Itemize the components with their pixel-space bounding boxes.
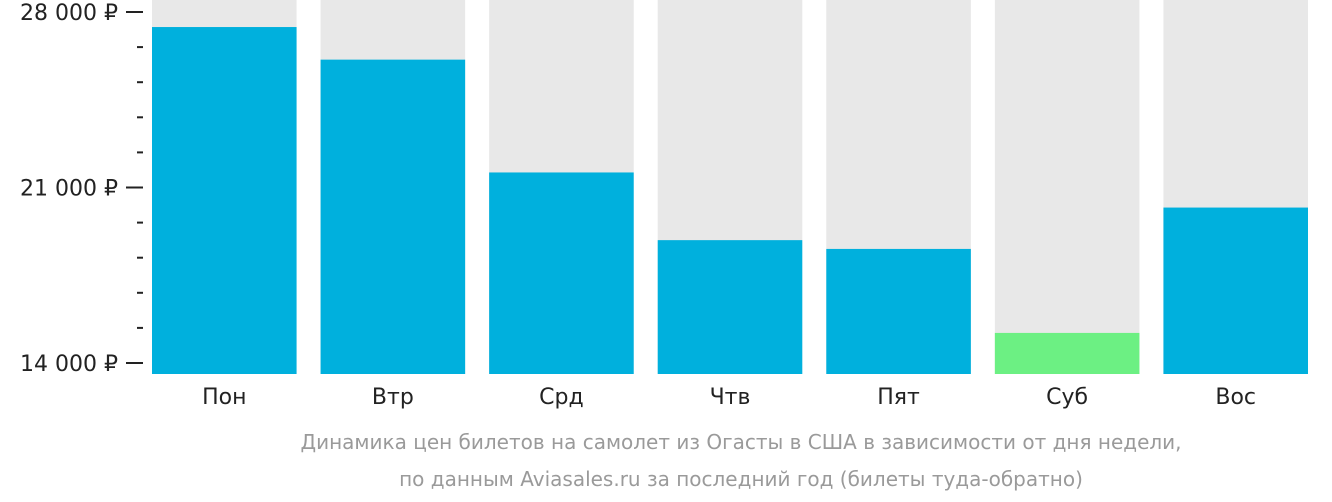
x-tick-label: Пят — [877, 385, 920, 410]
chart-caption-line-1: Динамика цен билетов на самолет из Огаст… — [300, 430, 1182, 454]
bars-layer — [152, 0, 1308, 375]
bar-1[interactable] — [152, 27, 297, 375]
bar-6[interactable] — [994, 332, 1140, 374]
bar-5[interactable] — [826, 248, 971, 374]
x-tick-label: Пон — [202, 385, 246, 410]
chart-caption-line-2: по данным Aviasales.ru за последний год … — [399, 467, 1083, 491]
x-tick-label: Втр — [372, 385, 414, 410]
x-axis: Пон Втр Срд Чтв Пят Суб Вос — [202, 385, 1256, 410]
y-tick-label: 14 000 ₽ — [20, 352, 118, 377]
x-tick-label: Суб — [1046, 385, 1088, 410]
y-tick-label: 21 000 ₽ — [20, 177, 118, 202]
bar-background-6 — [994, 0, 1140, 374]
x-tick-label: Вос — [1215, 385, 1256, 410]
bar-7[interactable] — [1163, 207, 1308, 374]
x-tick-label: Чтв — [710, 385, 751, 410]
bar-2[interactable] — [320, 59, 466, 375]
x-tick-label: Срд — [539, 385, 584, 410]
bar-3[interactable] — [489, 172, 634, 374]
bar-4[interactable] — [657, 240, 803, 374]
y-axis: 14 000 ₽ 21 000 ₽ 28 000 ₽ — [20, 1, 143, 377]
y-tick-label: 28 000 ₽ — [20, 1, 118, 26]
